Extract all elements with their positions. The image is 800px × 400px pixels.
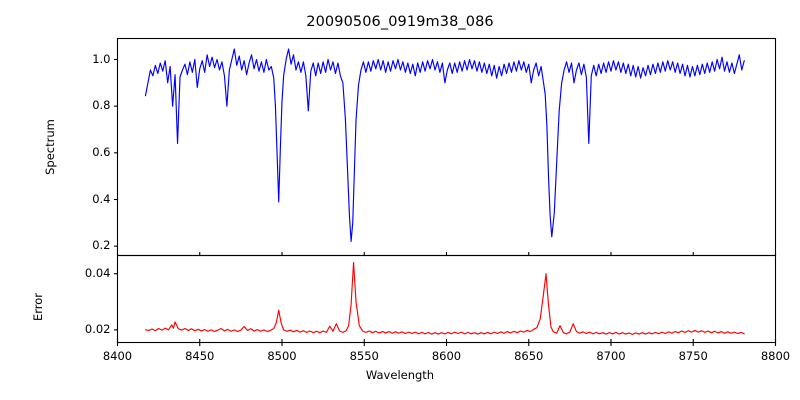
spectrum-ytick-label: 0.6 [92, 144, 111, 159]
wavelength-xtick-label: 8500 [267, 348, 297, 363]
wavelength-xtick-label: 8800 [760, 348, 791, 363]
spectrum-ytick-label: 1.0 [92, 51, 111, 66]
wavelength-xtick-label: 8600 [431, 348, 462, 363]
error-trace [144, 261, 745, 335]
wavelength-xtick-label: 8550 [349, 348, 379, 363]
spectrum-ytick-label: 0.4 [92, 191, 111, 206]
error-ytick-label: 0.04 [84, 265, 111, 280]
error-ytick-label: 0.02 [84, 321, 111, 336]
spectrum-ytick-label: 0.8 [92, 98, 111, 113]
spectrum-panel-frame [116, 37, 777, 257]
wavelength-xtick-label: 8450 [185, 348, 215, 363]
wavelength-xtick-label: 8700 [596, 348, 626, 363]
wavelength-axis-label: Wavelength [365, 368, 435, 382]
wavelength-xtick-label: 8400 [102, 348, 133, 363]
wavelength-xtick-label: 8750 [678, 348, 708, 363]
spectrum-trace [144, 48, 745, 243]
wavelength-xtick-label: 8650 [514, 348, 544, 363]
chart-title: 20090506_0919m38_086 [306, 14, 494, 30]
spectrum-ytick-label: 0.2 [92, 238, 111, 253]
error-panel-frame [116, 254, 777, 344]
